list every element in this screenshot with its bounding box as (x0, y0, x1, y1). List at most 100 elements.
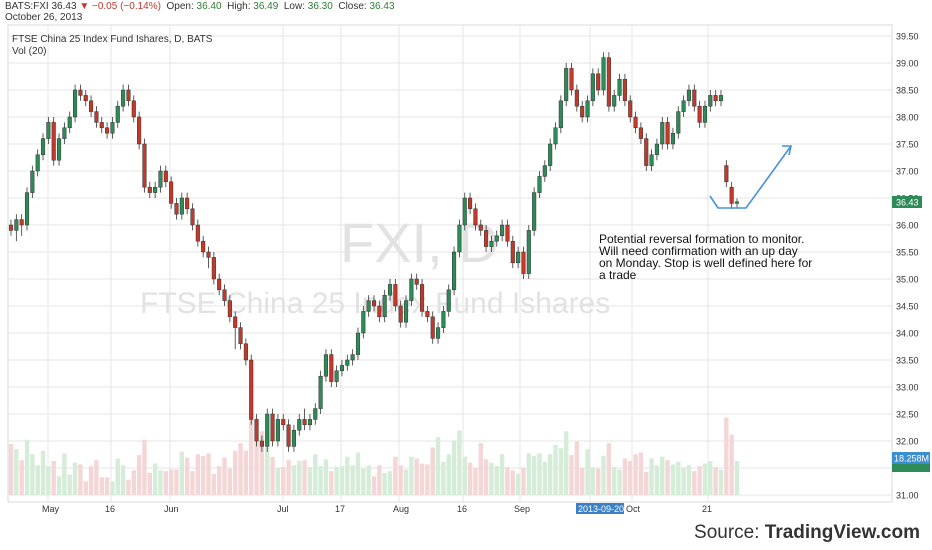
candle-body (393, 284, 398, 307)
quote-header: BATS:FXI 36.43 ▼ −0.05 (−0.14%) Open: 36… (5, 1, 395, 12)
candle-body (89, 100, 94, 112)
candle-body (654, 143, 659, 156)
x-tick-label: 16 (105, 504, 115, 514)
volume-bar (366, 465, 371, 495)
volume-bar (409, 456, 414, 495)
candle-body (494, 235, 499, 242)
volume-bar (126, 479, 131, 495)
volume-bar (531, 455, 537, 495)
annotation-line: a trade (599, 268, 637, 282)
svg-text:18.258M: 18.258M (894, 454, 929, 464)
candle-body (179, 197, 184, 215)
volume-bar (142, 439, 147, 495)
candle-body (473, 208, 478, 226)
candle-body (265, 413, 270, 447)
candle-body (227, 300, 232, 318)
volume-bar (131, 470, 136, 495)
candle-body (585, 100, 590, 118)
plot-frame (7, 24, 893, 503)
candle-body (377, 305, 382, 318)
volume-bar (243, 450, 249, 495)
volume-bar (574, 441, 580, 495)
y-tick-label: 39.00 (896, 59, 919, 69)
volume-bar (569, 455, 574, 495)
volume-bar (462, 456, 467, 495)
volume-bar (419, 463, 425, 495)
y-tick-label: 33.00 (896, 383, 919, 393)
candle-body (243, 343, 248, 361)
candle-body (676, 111, 681, 134)
candle-body (697, 105, 702, 123)
volume-bar (681, 467, 686, 495)
candle-body (633, 116, 638, 129)
candle-body (361, 311, 366, 334)
candle-body (708, 95, 713, 107)
watermark-symbol: FXI, D (340, 211, 499, 274)
candle-body (521, 251, 526, 274)
volume-bar (249, 413, 254, 495)
volume-bars (8, 413, 740, 495)
volume-bar (78, 464, 83, 495)
volume-bar (467, 462, 473, 495)
candle-body (350, 354, 355, 361)
volume-bar (51, 461, 56, 495)
candle-body (233, 316, 238, 328)
volume-bar (152, 463, 158, 495)
volume-bar (734, 461, 740, 495)
x-label-highlight (576, 503, 624, 514)
volume-bar (441, 461, 446, 495)
volume-bar (612, 466, 617, 495)
x-tick-label: 16 (457, 504, 467, 514)
volume-bar (633, 454, 638, 495)
volume-bar (313, 454, 318, 495)
candle-body (553, 127, 558, 145)
y-tick-label: 35.00 (896, 275, 919, 285)
volume-bar (382, 472, 387, 495)
volume-bar (425, 464, 430, 495)
candle-body (35, 154, 40, 172)
volume-bar (558, 448, 564, 495)
candle-body (345, 359, 350, 366)
candle-body (617, 78, 622, 96)
candle-body (382, 294, 387, 318)
volume-bar (179, 451, 185, 495)
volume-bar (521, 467, 526, 495)
candle-body (153, 186, 158, 193)
candle-body (105, 127, 110, 134)
candle-body (339, 365, 345, 372)
volume-bar (398, 465, 403, 495)
candles (8, 52, 740, 452)
low-label: Low: (283, 1, 305, 12)
volume-bar (62, 453, 67, 495)
candle-body (686, 89, 692, 102)
legend-title: FTSE China 25 Index Fund Ishares, D, BAT… (12, 34, 213, 45)
volume-bar (297, 461, 302, 495)
candle-body (622, 78, 627, 102)
candle-body (259, 440, 264, 447)
candle-body (468, 197, 473, 210)
candle-body (441, 311, 446, 328)
volume-bar (115, 458, 120, 495)
volume-bar (713, 466, 718, 495)
volume-bar (670, 464, 676, 495)
volume-bar (729, 434, 734, 495)
candle-body (542, 165, 547, 177)
volume-bar (174, 469, 179, 495)
volume-bar (136, 455, 142, 495)
volume-bar (238, 443, 243, 495)
volume-bar (286, 460, 291, 495)
volume-bar (99, 477, 104, 495)
candle-body (484, 230, 489, 247)
candle-body (489, 240, 494, 247)
candle-body (355, 332, 361, 355)
candle-body (724, 165, 729, 183)
tradingview-logo[interactable]: TradingView.com (764, 522, 920, 543)
candle-body (329, 354, 334, 382)
volume-bar (537, 453, 542, 495)
candle-body (195, 224, 200, 242)
candle-body (558, 100, 563, 129)
candle-body (670, 132, 675, 145)
candle-body (126, 89, 131, 102)
candle-body (30, 170, 35, 193)
